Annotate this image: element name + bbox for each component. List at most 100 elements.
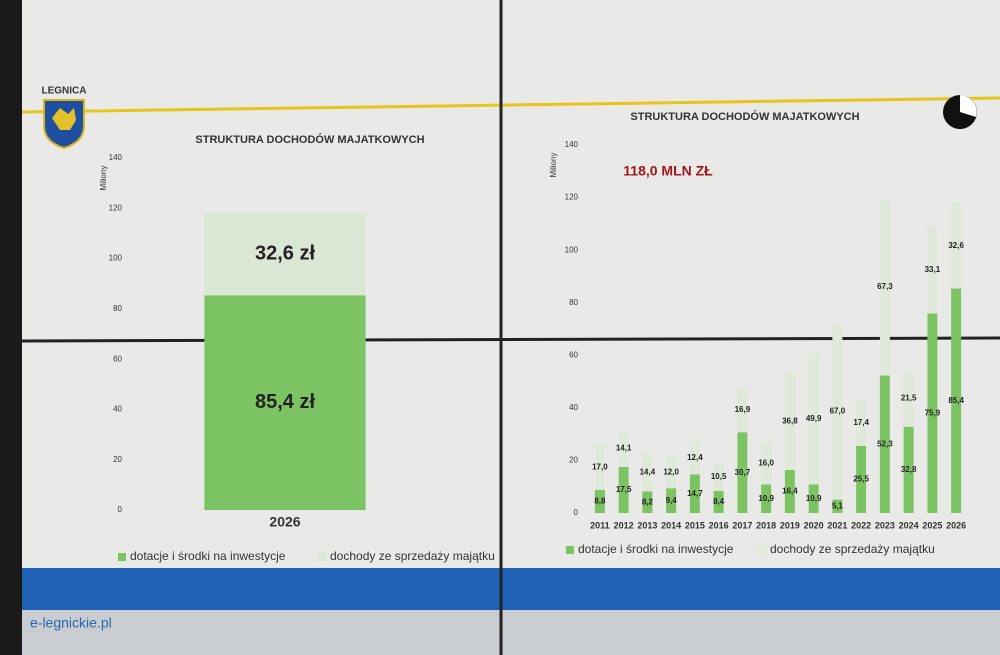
- bar-segment: [594, 445, 605, 490]
- bar-segment: [951, 288, 962, 513]
- x-tick-label: 2018: [756, 520, 776, 530]
- y-tick-label: 120: [565, 193, 579, 202]
- chart-title: STRUKTURA DOCHODÓW MAJATKOWYCH: [195, 133, 424, 146]
- value-label: 85,4 zł: [255, 391, 315, 413]
- legend-swatch: [318, 553, 326, 561]
- bar-segment: [903, 370, 914, 427]
- x-tick-label: 2025: [922, 520, 942, 530]
- x-tick-label: 2020: [804, 520, 824, 530]
- bar-segment: [903, 426, 914, 513]
- x-tick-label: 2022: [851, 520, 871, 530]
- annotation: 118,0 MLN ZŁ: [623, 163, 713, 179]
- legend-label: dochody ze sprzedaży majątku: [330, 549, 495, 563]
- value-label: 14,7: [687, 489, 703, 498]
- value-label: 33,1: [925, 265, 941, 274]
- value-label: 9,4: [666, 496, 678, 505]
- legend-swatch: [118, 553, 126, 561]
- value-label: 12,4: [687, 453, 703, 462]
- bar-segment: [832, 499, 843, 513]
- bar-segment: [713, 490, 724, 513]
- value-label: 49,9: [806, 414, 822, 423]
- bar-segment: [856, 400, 867, 446]
- bar-segment: [879, 198, 890, 376]
- value-label: 10,9: [758, 494, 774, 503]
- x-tick-label: 2024: [899, 520, 919, 530]
- value-label: 17,0: [592, 463, 608, 472]
- value-label: 32,8: [901, 465, 917, 474]
- legend-label: dotacje i środki na inwestycje: [130, 549, 286, 563]
- value-label: 10,9: [806, 494, 822, 503]
- bar-segment: [927, 226, 938, 314]
- x-tick-label: 2013: [637, 520, 657, 530]
- value-label: 10,5: [711, 472, 727, 481]
- y-tick-label: 80: [113, 304, 122, 313]
- legend-swatch: [758, 546, 766, 554]
- pie-icon-slice: [960, 95, 977, 117]
- value-label: 85,4: [948, 396, 964, 405]
- legend-swatch: [566, 546, 574, 554]
- value-label: 16,9: [735, 405, 751, 414]
- logo-text: LEGNICA: [42, 86, 87, 97]
- x-tick-label: 2017: [732, 520, 752, 530]
- footer-band: [22, 568, 1000, 610]
- value-label: 32,6 zł: [255, 243, 315, 265]
- value-label: 8,4: [713, 497, 725, 506]
- legend-label: dotacje i środki na inwestycje: [578, 542, 734, 556]
- y-tick-label: 100: [109, 254, 123, 263]
- value-label: 75,9: [925, 408, 941, 417]
- bar-segment: [594, 489, 605, 513]
- value-label: 30,7: [735, 468, 751, 477]
- y-tick-label: 80: [569, 298, 578, 307]
- bar-segment: [784, 469, 795, 513]
- header-rule: [21, 96, 1000, 114]
- bar-segment: [832, 323, 843, 500]
- y-tick-label: 60: [113, 354, 122, 363]
- bar-segment: [737, 432, 748, 513]
- value-label: 21,5: [901, 394, 917, 403]
- x-tick-label: 2021: [827, 520, 847, 530]
- value-label: 17,5: [616, 485, 632, 494]
- x-tick-label: 2019: [780, 520, 800, 530]
- value-label: 36,8: [782, 417, 798, 426]
- bar-segment: [618, 429, 629, 467]
- y-tick-label: 20: [113, 455, 122, 464]
- bar-segment: [737, 387, 748, 433]
- watermark: e-legnickie.pl: [30, 615, 112, 631]
- legend-label: dochody ze sprzedaży majątku: [770, 542, 935, 556]
- value-label: 25,5: [853, 475, 869, 484]
- bar-segment: [951, 202, 962, 289]
- x-tick-label: 2014: [661, 520, 681, 530]
- value-label: 67,0: [830, 407, 846, 416]
- x-tick-label: 2026: [946, 520, 966, 530]
- footer-light: [22, 610, 1000, 655]
- value-label: 67,3: [877, 282, 893, 291]
- logo-lion: [52, 108, 76, 130]
- bar-segment: [666, 456, 677, 489]
- value-label: 12,0: [663, 468, 679, 477]
- bar-segment: [856, 445, 867, 513]
- bar-segment: [204, 213, 366, 296]
- bar-segment: [927, 313, 938, 513]
- y-tick-label: 0: [118, 505, 123, 514]
- value-label: 32,6: [948, 241, 964, 250]
- value-label: 8,8: [594, 497, 606, 506]
- bar-segment: [808, 484, 819, 513]
- value-label: 5,1: [832, 501, 844, 510]
- y-tick-label: 0: [574, 508, 579, 517]
- bar-segment: [642, 491, 653, 513]
- value-label: 8,2: [642, 497, 654, 506]
- y-tick-label: 140: [565, 140, 579, 149]
- y-tick-label: 140: [109, 153, 123, 162]
- y-tick-label: 60: [569, 350, 578, 359]
- bar-segment: [689, 441, 700, 475]
- y-axis-title: Miliony: [99, 166, 108, 191]
- value-label: 16,4: [782, 487, 798, 496]
- bar-segment: [761, 442, 772, 485]
- bezel: [0, 0, 22, 655]
- bar-segment: [666, 488, 677, 513]
- x-tick-label: 2011: [590, 520, 610, 530]
- y-tick-label: 40: [113, 405, 122, 414]
- x-tick-label: 2023: [875, 520, 895, 530]
- value-label: 16,0: [758, 458, 774, 467]
